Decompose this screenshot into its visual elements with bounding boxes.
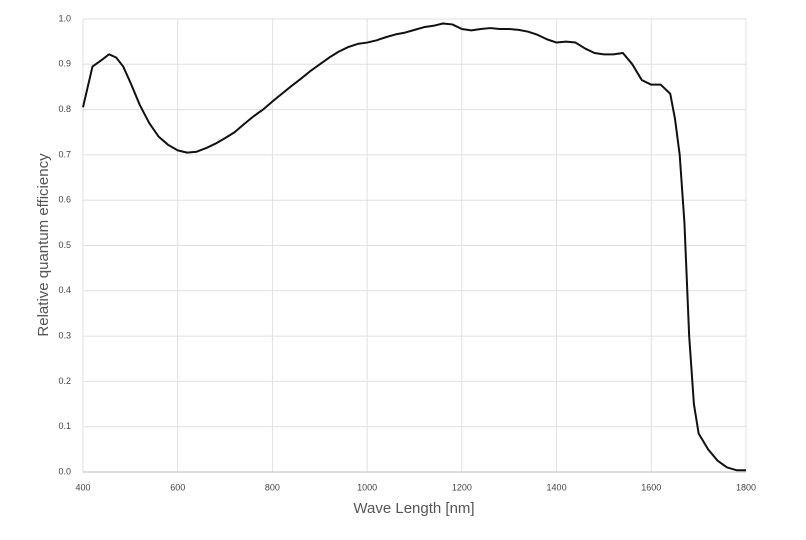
- x-tick-label: 1800: [736, 482, 756, 492]
- line-series: [82, 22, 746, 472]
- x-tick-label: 600: [170, 482, 185, 492]
- y-tick-label: 0.0: [58, 466, 71, 476]
- x-tick-label: 1000: [357, 482, 377, 492]
- y-tick-label: 0.9: [58, 59, 71, 69]
- y-tick-label: 0.3: [58, 330, 71, 340]
- y-tick-label: 0.8: [58, 104, 71, 114]
- y-tick-label: 1.0: [58, 13, 71, 23]
- y-tick-label: 0.7: [58, 149, 71, 159]
- y-tick-label: 0.4: [58, 285, 71, 295]
- y-tick-label: 0.2: [58, 376, 71, 386]
- x-tick-label: 1400: [547, 482, 567, 492]
- y-tick-label: 0.5: [58, 240, 71, 250]
- x-tick-label: 800: [265, 482, 280, 492]
- x-axis-label: Wave Length [nm]: [353, 500, 474, 517]
- y-tick-label: 0.1: [58, 421, 71, 431]
- x-tick-label: 400: [75, 482, 90, 492]
- x-tick-label: 1600: [641, 482, 661, 492]
- y-tick-label: 0.6: [58, 195, 71, 205]
- x-tick-label: 1200: [452, 482, 472, 492]
- y-axis-label: Relative quantum efficiency: [35, 153, 52, 337]
